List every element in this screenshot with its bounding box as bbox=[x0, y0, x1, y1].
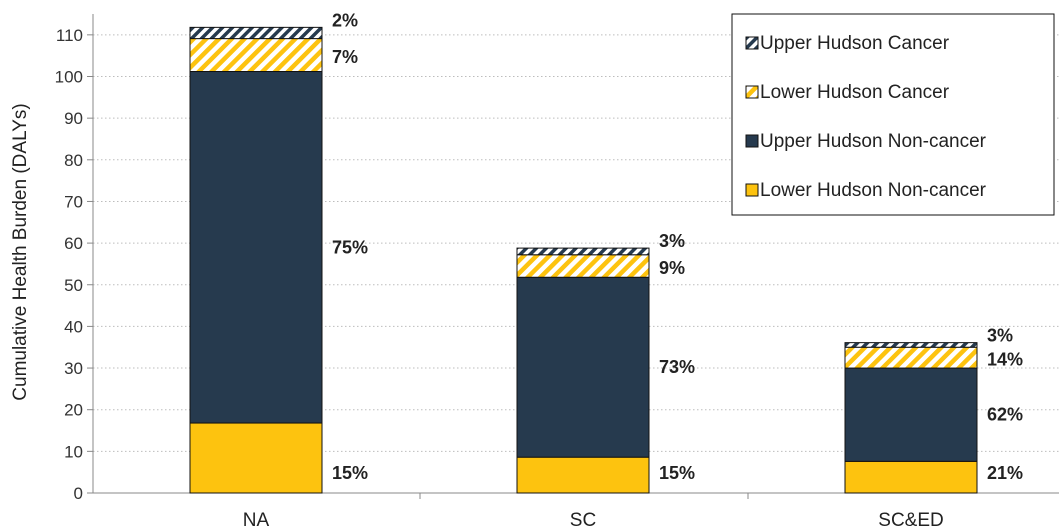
legend-label: Upper Hudson Cancer bbox=[760, 33, 950, 54]
legend-box bbox=[731, 13, 1055, 216]
data-labels: 15% 75% 7% 2% 15% 73% 9% 3% 21% 62% 14% 3% bbox=[332, 10, 1023, 483]
percent-label: 73% bbox=[659, 357, 695, 377]
y-tick-label: 30 bbox=[64, 359, 83, 378]
legend: Upper Hudson Cancer Lower Hudson Cancer Up… bbox=[731, 13, 1055, 216]
legend-label: Lower Hudson Cancer bbox=[760, 82, 950, 103]
percent-label: 14% bbox=[987, 350, 1023, 370]
legend-label: Lower Hudson Non-cancer bbox=[760, 180, 987, 201]
percent-label: 3% bbox=[987, 326, 1013, 346]
axes: 0 10 20 30 40 50 60 70 80 90 100 110 NA SC SC&ED bbox=[55, 14, 1059, 531]
bar-segment bbox=[189, 71, 323, 424]
bar-segment bbox=[516, 456, 650, 494]
bar-segment bbox=[516, 247, 650, 256]
y-tick-label: 0 bbox=[74, 484, 83, 503]
percent-label: 9% bbox=[659, 258, 685, 278]
legend-swatch bbox=[745, 134, 759, 148]
bar-segment bbox=[844, 367, 978, 462]
percent-label: 75% bbox=[332, 237, 368, 257]
bar-segment bbox=[844, 346, 978, 369]
legend-swatch bbox=[745, 85, 759, 99]
percent-label: 2% bbox=[332, 10, 358, 30]
y-tick-label: 70 bbox=[64, 192, 83, 211]
y-tick-label: 80 bbox=[64, 151, 83, 170]
percent-label: 15% bbox=[659, 463, 695, 483]
bar-segment bbox=[189, 422, 323, 494]
percent-label: 62% bbox=[987, 405, 1023, 425]
bar-segment bbox=[189, 38, 323, 73]
y-axis-title: Cumulative Health Burden (DALYs) bbox=[10, 103, 31, 400]
y-tick-label: 40 bbox=[64, 317, 83, 336]
y-tick-label: 20 bbox=[64, 401, 83, 420]
bar-segment bbox=[189, 26, 323, 40]
bar-segment bbox=[516, 276, 650, 458]
legend-label: Upper Hudson Non-cancer bbox=[760, 131, 987, 152]
percent-label: 3% bbox=[659, 231, 685, 251]
y-tick-label: 60 bbox=[64, 234, 83, 253]
x-category-label: SC&ED bbox=[878, 510, 943, 531]
bar-segment bbox=[844, 460, 978, 494]
bars bbox=[189, 26, 978, 494]
legend-swatch bbox=[745, 36, 759, 50]
bar-segment bbox=[844, 342, 978, 348]
percent-label: 7% bbox=[332, 47, 358, 67]
y-tick-label: 50 bbox=[64, 276, 83, 295]
percent-label: 15% bbox=[332, 463, 368, 483]
y-tick-label: 110 bbox=[56, 26, 83, 45]
bar-segment bbox=[516, 254, 650, 278]
x-category-label: NA bbox=[243, 510, 270, 531]
x-category-label: SC bbox=[570, 510, 596, 531]
legend-swatch bbox=[745, 183, 759, 197]
y-tick-label: 10 bbox=[64, 442, 83, 461]
y-tick-label: 90 bbox=[64, 109, 83, 128]
y-tick-label: 100 bbox=[55, 68, 83, 87]
percent-label: 21% bbox=[987, 463, 1023, 483]
